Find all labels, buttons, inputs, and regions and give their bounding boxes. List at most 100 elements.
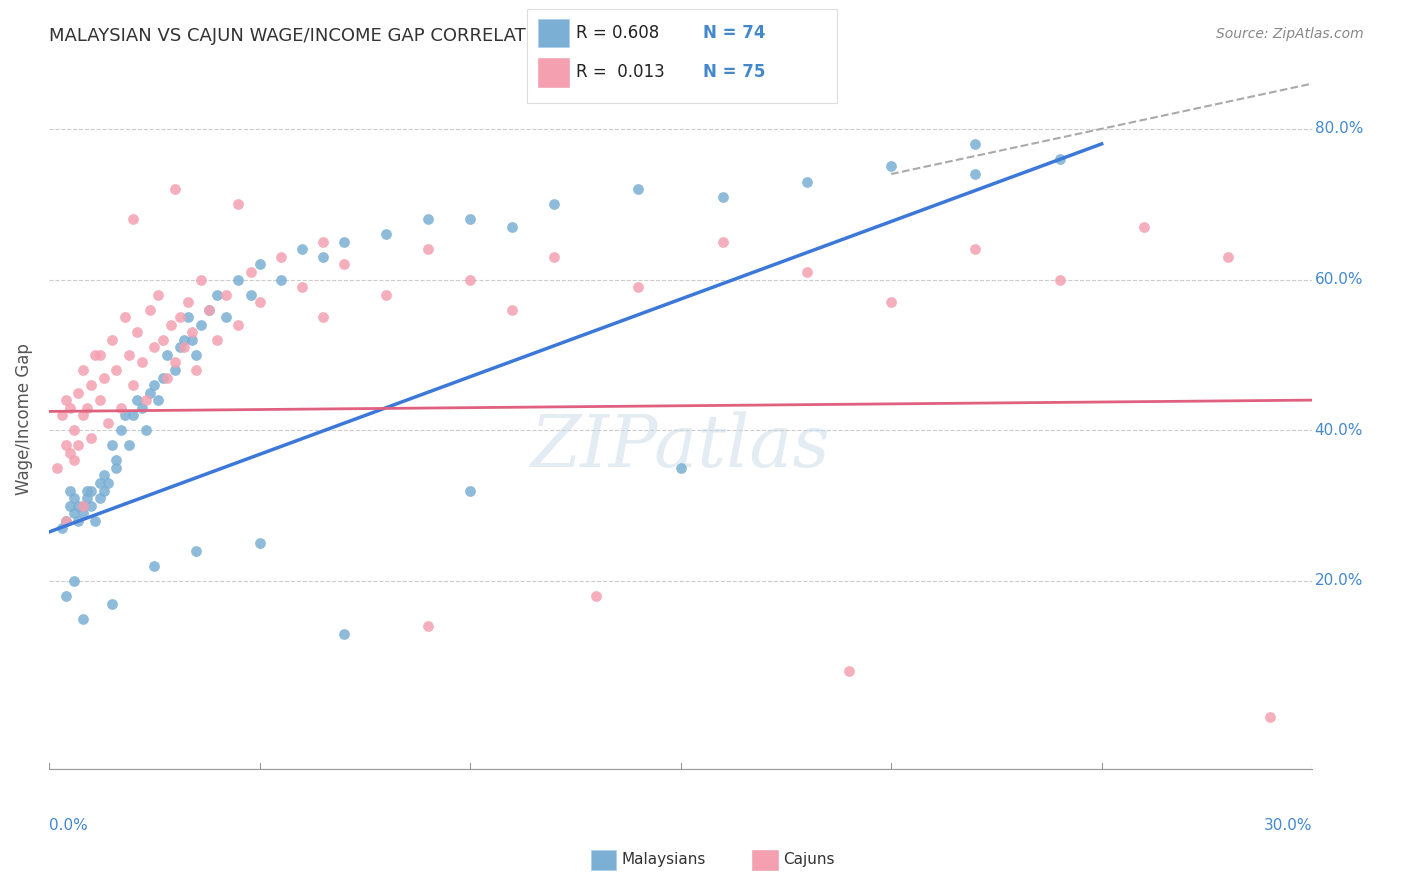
Point: [131, 401, 153, 415]
Point: [207, 333, 229, 347]
Point: [67, 499, 90, 513]
Point: [270, 250, 292, 264]
Point: [332, 235, 354, 249]
Point: [965, 136, 987, 151]
Point: [543, 197, 565, 211]
Text: Cajuns: Cajuns: [783, 853, 835, 867]
Point: [270, 272, 292, 286]
Point: [80, 483, 103, 498]
Point: [215, 310, 238, 325]
Point: [89, 393, 111, 408]
Point: [177, 295, 200, 310]
Point: [127, 393, 149, 408]
Text: R =  0.013: R = 0.013: [576, 63, 665, 81]
Text: MALAYSIAN VS CAJUN WAGE/INCOME GAP CORRELATION CHART: MALAYSIAN VS CAJUN WAGE/INCOME GAP CORRE…: [49, 27, 626, 45]
Point: [84, 514, 107, 528]
Point: [76, 483, 98, 498]
Point: [416, 619, 439, 633]
Point: [416, 212, 439, 227]
Point: [148, 287, 170, 301]
Point: [143, 378, 166, 392]
Point: [63, 574, 86, 588]
Point: [458, 272, 481, 286]
Point: [93, 483, 115, 498]
Point: [101, 333, 124, 347]
Point: [190, 272, 212, 286]
Point: [311, 235, 333, 249]
Point: [291, 243, 314, 257]
Point: [72, 499, 94, 513]
Text: 60.0%: 60.0%: [1315, 272, 1364, 287]
Point: [1216, 250, 1239, 264]
Point: [80, 431, 103, 445]
Point: [143, 340, 166, 354]
Point: [1132, 219, 1154, 234]
Point: [165, 182, 187, 196]
Point: [332, 257, 354, 271]
Point: [1049, 152, 1071, 166]
Point: [67, 438, 90, 452]
Point: [1049, 272, 1071, 286]
Text: N = 74: N = 74: [703, 24, 765, 42]
Text: 0.0%: 0.0%: [49, 818, 87, 833]
Point: [160, 318, 183, 332]
Point: [711, 189, 734, 203]
Point: [105, 453, 128, 467]
Point: [627, 280, 650, 294]
Point: [416, 243, 439, 257]
Point: [152, 333, 174, 347]
Point: [186, 348, 208, 362]
Text: 40.0%: 40.0%: [1315, 423, 1362, 438]
Point: [72, 506, 94, 520]
Point: [55, 438, 77, 452]
Point: [139, 385, 162, 400]
Point: [177, 310, 200, 325]
Point: [135, 393, 157, 408]
Point: [838, 665, 860, 679]
Point: [72, 363, 94, 377]
Point: [105, 363, 128, 377]
Y-axis label: Wage/Income Gap: Wage/Income Gap: [15, 343, 32, 495]
Point: [501, 302, 523, 317]
Point: [89, 348, 111, 362]
Point: [374, 227, 396, 242]
Text: Source: ZipAtlas.com: Source: ZipAtlas.com: [1216, 27, 1364, 41]
Point: [97, 416, 120, 430]
Point: [880, 160, 903, 174]
Text: 30.0%: 30.0%: [1264, 818, 1312, 833]
Point: [127, 326, 149, 340]
Point: [228, 197, 250, 211]
Point: [76, 401, 98, 415]
Point: [89, 475, 111, 490]
Point: [59, 401, 82, 415]
Point: [796, 175, 818, 189]
Point: [215, 287, 238, 301]
Point: [55, 589, 77, 603]
Point: [543, 250, 565, 264]
Text: R = 0.608: R = 0.608: [576, 24, 659, 42]
Point: [880, 295, 903, 310]
Point: [965, 243, 987, 257]
Point: [585, 589, 607, 603]
Point: [63, 453, 86, 467]
Point: [228, 272, 250, 286]
Point: [55, 514, 77, 528]
Text: ZIPatlas: ZIPatlas: [531, 412, 831, 483]
Point: [311, 250, 333, 264]
Point: [76, 491, 98, 505]
Point: [148, 393, 170, 408]
Point: [63, 506, 86, 520]
Point: [59, 499, 82, 513]
Point: [156, 370, 179, 384]
Point: [1258, 709, 1281, 723]
Point: [332, 626, 354, 640]
Point: [46, 461, 69, 475]
Point: [198, 302, 221, 317]
Point: [186, 544, 208, 558]
Point: [240, 265, 263, 279]
Point: [131, 355, 153, 369]
Text: 20.0%: 20.0%: [1315, 574, 1362, 589]
Point: [55, 514, 77, 528]
Point: [51, 521, 73, 535]
Point: [105, 461, 128, 475]
